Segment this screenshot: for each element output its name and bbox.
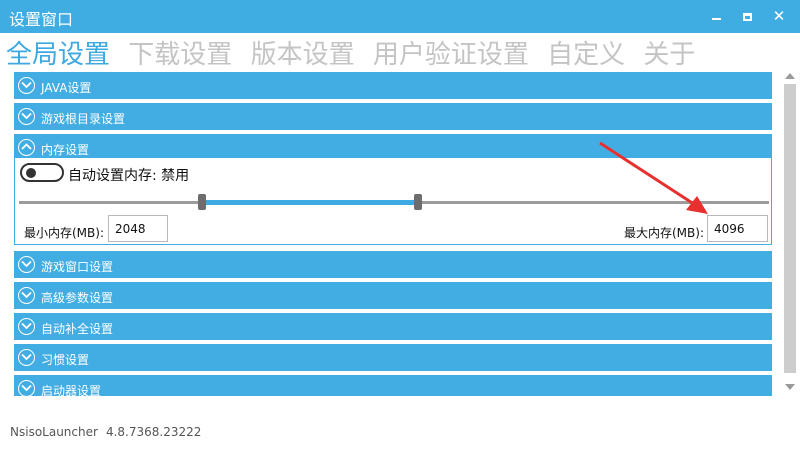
section-label: 内存设置 [41,143,90,157]
section-label: 游戏根目录设置 [41,112,126,126]
maximize-button[interactable] [731,0,763,33]
chevron-down-icon [18,287,35,304]
chevron-down-icon [18,77,35,94]
section-habits[interactable]: 习惯设置 [14,344,772,371]
max-memory-label: 最大内存(MB): [624,226,704,240]
section-memory[interactable]: 内存设置 [14,134,772,161]
section-label: 自动补全设置 [41,322,114,336]
section-java[interactable]: JAVA设置 [14,72,772,99]
auto-memory-toggle[interactable] [20,163,64,182]
window-title: 设置窗口 [9,10,74,29]
chevron-down-icon [18,318,35,335]
min-memory-slider-handle[interactable] [198,194,206,210]
section-game-window[interactable]: 游戏窗口设置 [14,251,772,278]
toggle-knob [26,168,36,178]
scroll-down-arrow-icon[interactable] [785,384,795,390]
section-label: 游戏窗口设置 [41,260,114,274]
section-label: 高级参数设置 [41,291,114,305]
app-name: NsisoLauncher [10,425,98,439]
tab-global-settings[interactable]: 全局设置 [6,40,111,70]
tab-download-settings[interactable]: 下载设置 [128,40,233,70]
memory-range-fill [206,200,419,205]
chevron-down-icon [18,256,35,273]
chevron-down-icon [18,380,35,396]
section-launcher[interactable]: 启动器设置 [14,375,772,396]
tab-auth-settings[interactable]: 用户验证设置 [372,40,529,70]
tab-custom[interactable]: 自定义 [547,40,626,70]
footer: NsisoLauncher 4.8.7368.23222 [10,425,201,439]
settings-tabs: 全局设置 下载设置 版本设置 用户验证设置 自定义 关于 [6,34,705,70]
chevron-down-icon [18,349,35,366]
chevron-down-icon [18,108,35,125]
section-label: 启动器设置 [41,384,102,396]
section-game-root[interactable]: 游戏根目录设置 [14,103,772,130]
max-memory-slider-handle[interactable] [414,194,422,210]
min-memory-label: 最小内存(MB): [24,226,104,240]
vertical-scrollbar[interactable] [780,70,800,396]
section-auto-complete[interactable]: 自动补全设置 [14,313,772,340]
minimize-icon [711,17,721,20]
title-bar: 设置窗口 ✕ [0,0,800,33]
memory-settings-body: 自动设置内存: 禁用 最小内存(MB): 最大内存(MB): [14,158,772,245]
tab-version-settings[interactable]: 版本设置 [250,40,355,70]
close-icon: ✕ [772,7,786,25]
auto-memory-label: 自动设置内存: 禁用 [68,168,190,184]
minimize-button[interactable] [700,0,732,33]
close-button[interactable]: ✕ [763,0,795,33]
section-label: JAVA设置 [41,81,92,95]
app-version: 4.8.7368.23222 [105,425,202,439]
section-advanced-args[interactable]: 高级参数设置 [14,282,772,309]
max-memory-input[interactable] [707,215,768,242]
chevron-up-icon [18,139,35,156]
settings-panel: JAVA设置 游戏根目录设置 内存设置 自动设置内存: 禁用 最小内存(MB):… [14,70,772,396]
scroll-up-arrow-icon[interactable] [785,73,795,79]
tab-about[interactable]: 关于 [643,40,696,70]
section-label: 习惯设置 [41,353,90,367]
min-memory-input[interactable] [108,215,168,242]
maximize-icon [742,12,752,21]
scrollbar-thumb[interactable] [784,84,796,373]
